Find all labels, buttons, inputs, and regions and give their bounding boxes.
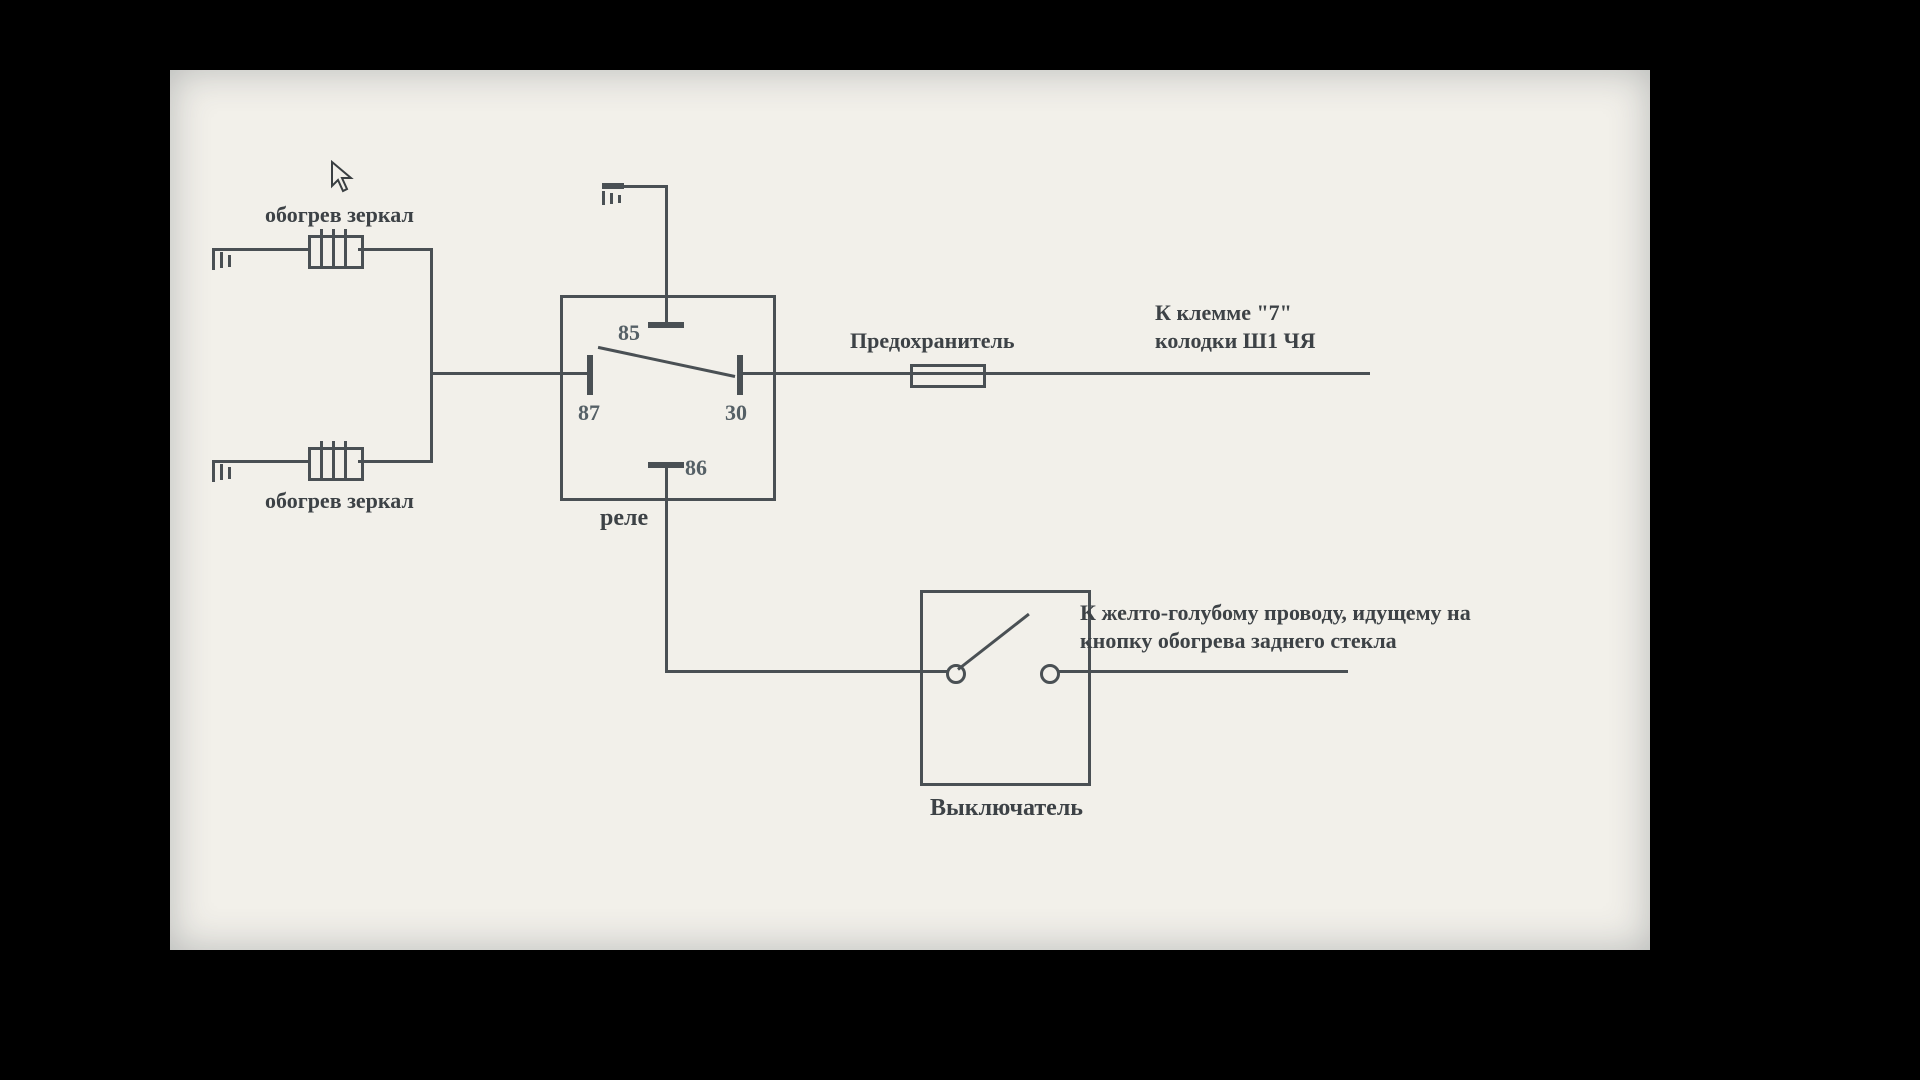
wire <box>665 495 668 673</box>
ground-tick <box>212 460 215 482</box>
wire <box>430 372 560 375</box>
ground-tick <box>220 252 223 268</box>
wire <box>665 185 668 295</box>
fuse-label: Предохранитель <box>850 328 1015 354</box>
relay-terminal <box>648 462 684 468</box>
mirror-heater-bottom-label: обогрев зеркал <box>265 488 414 514</box>
switch-label: Выключатель <box>930 795 1083 822</box>
ground-tick <box>228 255 231 267</box>
ground-tick <box>220 464 223 480</box>
diagram-paper: обогрев зеркал обогрев зеркал реле 85 86 <box>170 70 1650 950</box>
wire <box>665 670 920 673</box>
terminal7-label-line1: К клемме "7" <box>1155 300 1292 326</box>
relay-pin-85: 85 <box>618 320 640 346</box>
switch-output-label-1: К желто-голубому проводу, идущему на <box>1080 600 1471 626</box>
relay-terminal <box>737 355 743 395</box>
mirror-heater-icon <box>308 235 358 263</box>
wire <box>770 372 910 375</box>
relay-terminal <box>648 322 684 328</box>
mirror-heater-top-label: обогрев зеркал <box>265 202 414 228</box>
ground-bar <box>602 183 624 189</box>
mouse-cursor-icon <box>330 160 356 199</box>
wire <box>980 372 1370 375</box>
wire <box>215 460 260 463</box>
wire <box>358 248 430 251</box>
wire <box>430 248 433 463</box>
ground-tick <box>212 248 215 270</box>
switch-box <box>920 590 1091 786</box>
fuse-icon <box>910 364 986 388</box>
wire <box>560 372 590 375</box>
relay-label: реле <box>600 505 648 532</box>
wire <box>1058 670 1348 673</box>
ground-tick <box>610 193 613 204</box>
wire <box>358 460 430 463</box>
wire <box>258 248 308 251</box>
wire <box>215 248 260 251</box>
wire <box>665 295 668 325</box>
wire <box>665 465 668 495</box>
terminal7-label-line2: колодки Ш1 ЧЯ <box>1155 328 1315 354</box>
wire <box>258 460 308 463</box>
wire <box>920 670 948 673</box>
relay-pin-30: 30 <box>725 400 747 426</box>
mirror-heater-icon <box>308 447 358 475</box>
wire <box>620 185 668 188</box>
ground-tick <box>228 467 231 479</box>
relay-terminal <box>587 355 593 395</box>
switch-node <box>1040 664 1060 684</box>
ground-tick <box>618 195 621 203</box>
circuit-stage: обогрев зеркал обогрев зеркал реле 85 86 <box>170 70 1650 950</box>
wire <box>740 372 770 375</box>
relay-pin-87: 87 <box>578 400 600 426</box>
switch-output-label-2: кнопку обогрева заднего стекла <box>1080 628 1397 654</box>
wire <box>910 372 980 375</box>
relay-pin-86: 86 <box>685 455 707 481</box>
ground-tick <box>602 191 605 205</box>
